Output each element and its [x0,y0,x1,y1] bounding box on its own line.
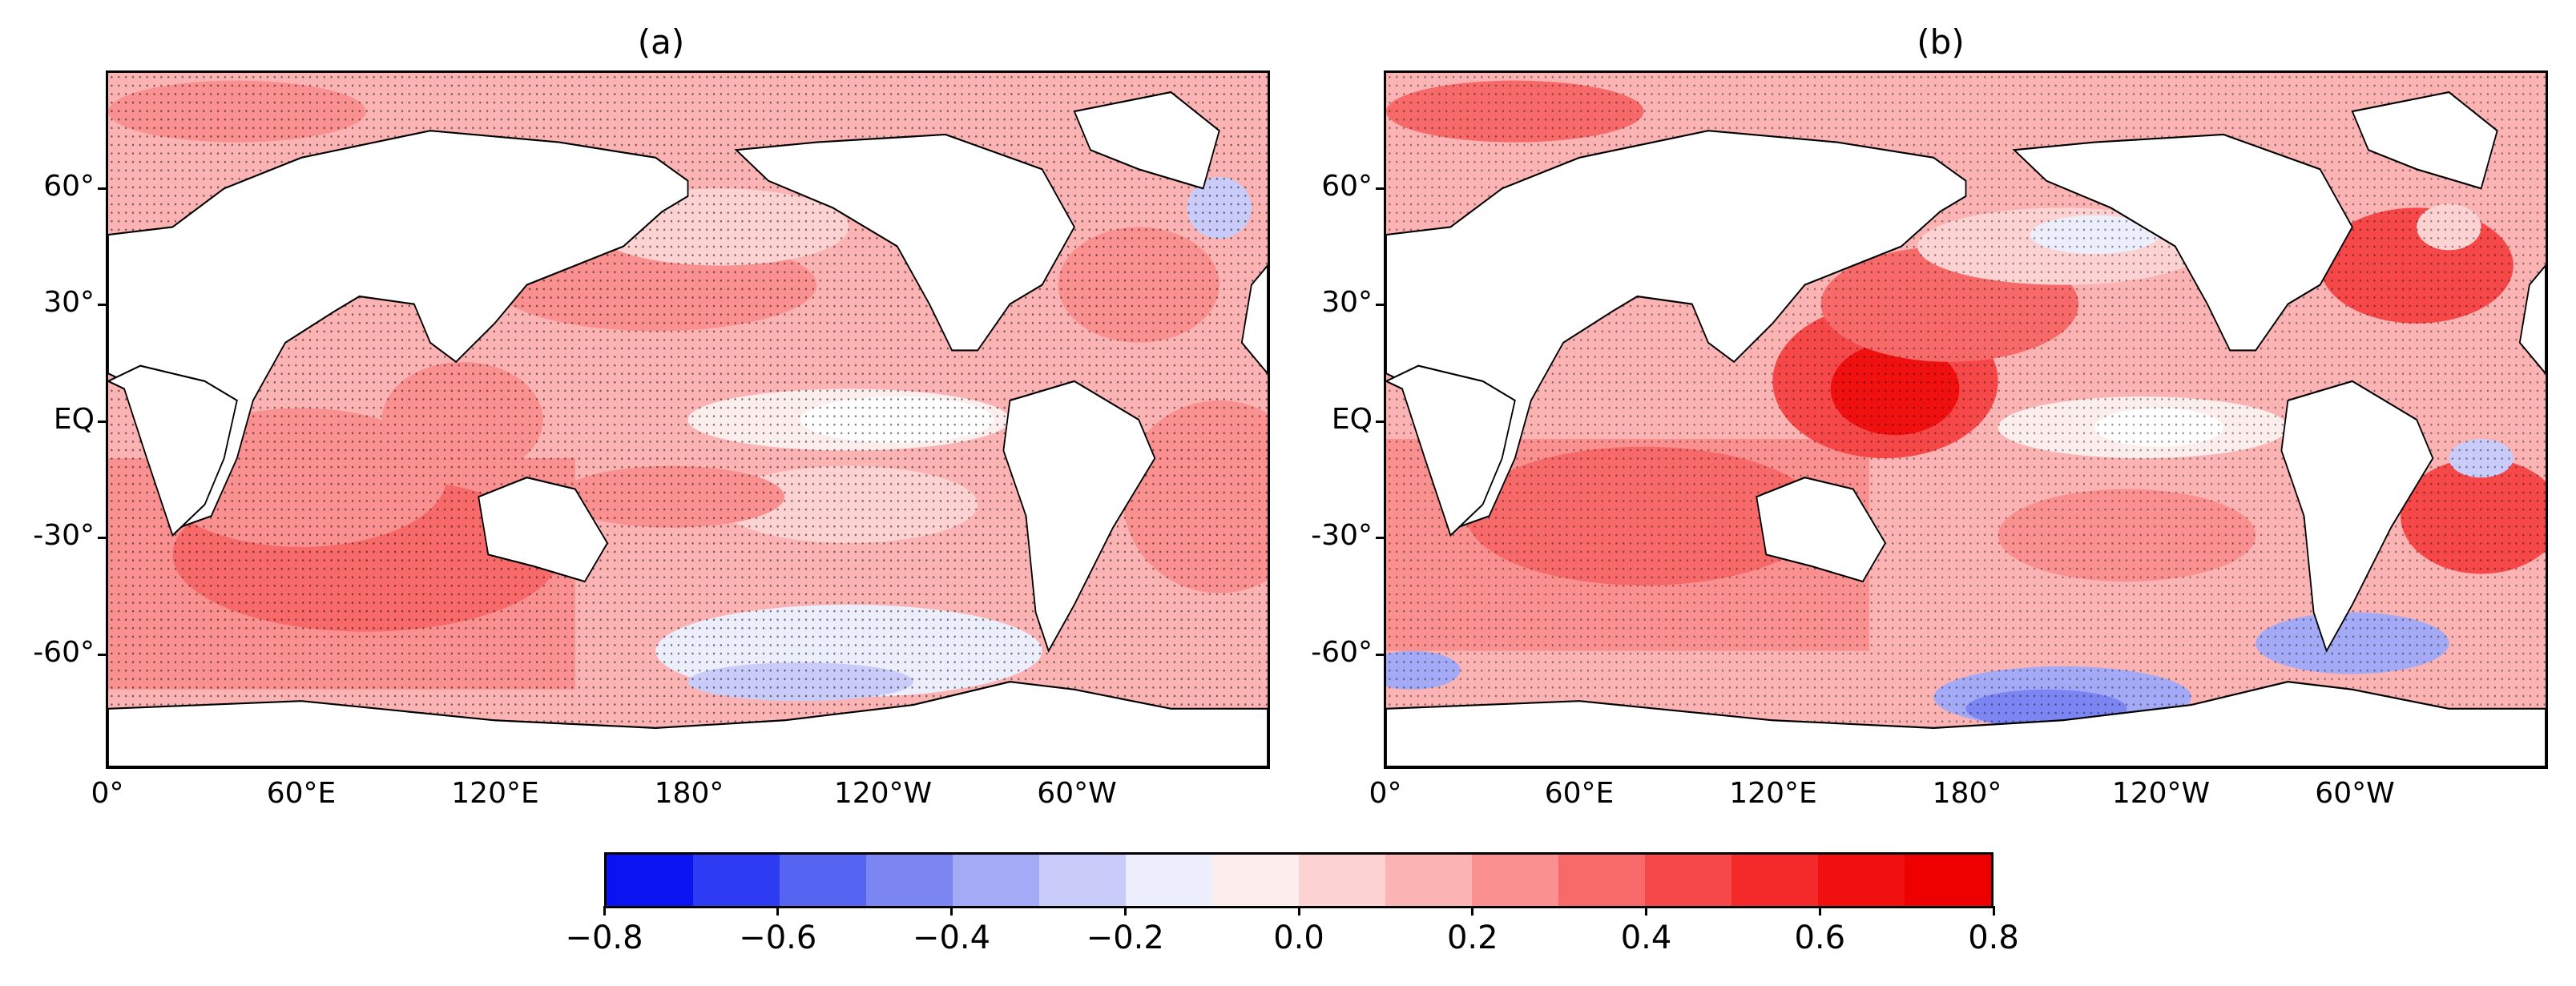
lat-label-b-eq: EQ [1331,403,1373,436]
panel-a-title: (a) [637,22,685,62]
colorbar-swatch [693,855,780,906]
land-mask-b [1386,91,2546,767]
lon-label-b-120e: 120°E [1729,777,1817,810]
lat-label-b-60: 60° [1321,170,1373,203]
colorbar-tick-label: 0.2 [1446,920,1498,956]
lon-label-a-120w: 120°W [833,777,933,810]
colorbar-swatch [1299,855,1385,906]
map-panel-a [106,70,1270,769]
map-panel-b [1384,70,2548,769]
panel-b-title: (b) [1917,22,1965,62]
lon-label-a-60w: 60°W [1037,777,1117,810]
colorbar-tick [1297,906,1300,916]
colorbar-tick-label: 0.4 [1620,920,1672,956]
lon-label-a-0: 0° [91,777,124,810]
lat-label-a-30: 30° [43,286,95,319]
colorbar-swatch [607,855,693,906]
colorbar-tick-label: 0.0 [1273,920,1324,956]
colorbar-tick [1471,906,1474,916]
colorbar-swatch [866,855,953,906]
colorbar-swatch [1558,855,1645,906]
lon-label-b-180: 180° [1932,777,2002,810]
colorbar-tick [1818,906,1821,916]
lat-tick [98,187,106,190]
colorbar-swatch [1731,855,1818,906]
lat-tick [1376,421,1384,423]
colorbar-swatch [1212,855,1299,906]
lat-tick [1376,187,1384,190]
lat-label-a-m30: -30° [33,519,95,552]
colorbar-swatch [1818,855,1905,906]
lat-label-b-30: 30° [1321,286,1373,319]
colorbar-swatch [1472,855,1558,906]
lat-tick [98,654,106,656]
lon-label-b-60e: 60°E [1544,777,1615,810]
lat-tick [1376,304,1384,306]
lat-label-b-m60: -60° [1311,636,1373,669]
colorbar-swatch [953,855,1039,906]
colorbar-tick-label: −0.6 [739,920,817,956]
colorbar-swatch [1385,855,1472,906]
lon-label-b-120w: 120°W [2111,777,2211,810]
lat-tick [1376,654,1384,656]
map-a-svg [108,73,1268,767]
lat-tick [1376,537,1384,539]
colorbar-swatch [1126,855,1212,906]
colorbar-swatch [780,855,866,906]
colorbar [604,852,1993,908]
colorbar-tick-label: −0.8 [565,920,643,956]
colorbar-tick-label: −0.4 [912,920,991,956]
lon-label-a-180: 180° [654,777,724,810]
lat-tick [98,421,106,423]
colorbar-swatch [1645,855,1731,906]
colorbar-tick [950,906,953,916]
colorbar-tick [776,906,780,916]
colorbar-tick [603,906,606,916]
lat-label-a-60: 60° [43,170,95,203]
colorbar-tick-label: 0.6 [1794,920,1846,956]
lon-label-a-120e: 120°E [451,777,539,810]
lon-label-b-60w: 60°W [2315,777,2395,810]
colorbar-tick [1645,906,1647,916]
map-b-svg [1386,73,2546,767]
colorbar-swatch [1905,855,1991,906]
lon-label-a-60e: 60°E [266,777,337,810]
lat-label-a-eq: EQ [53,403,95,436]
colorbar-tick-label: −0.2 [1086,920,1164,956]
colorbar-swatch [1039,855,1126,906]
colorbar-tick-label: 0.8 [1968,920,2019,956]
colorbar-tick [1123,906,1127,916]
lat-tick [98,537,106,539]
lon-label-b-0: 0° [1369,777,1402,810]
lat-label-a-m60: -60° [33,636,95,669]
lat-label-b-m30: -30° [1311,519,1373,552]
colorbar-tick [1992,906,1995,916]
land-mask-a [108,91,1268,767]
lat-tick [98,304,106,306]
